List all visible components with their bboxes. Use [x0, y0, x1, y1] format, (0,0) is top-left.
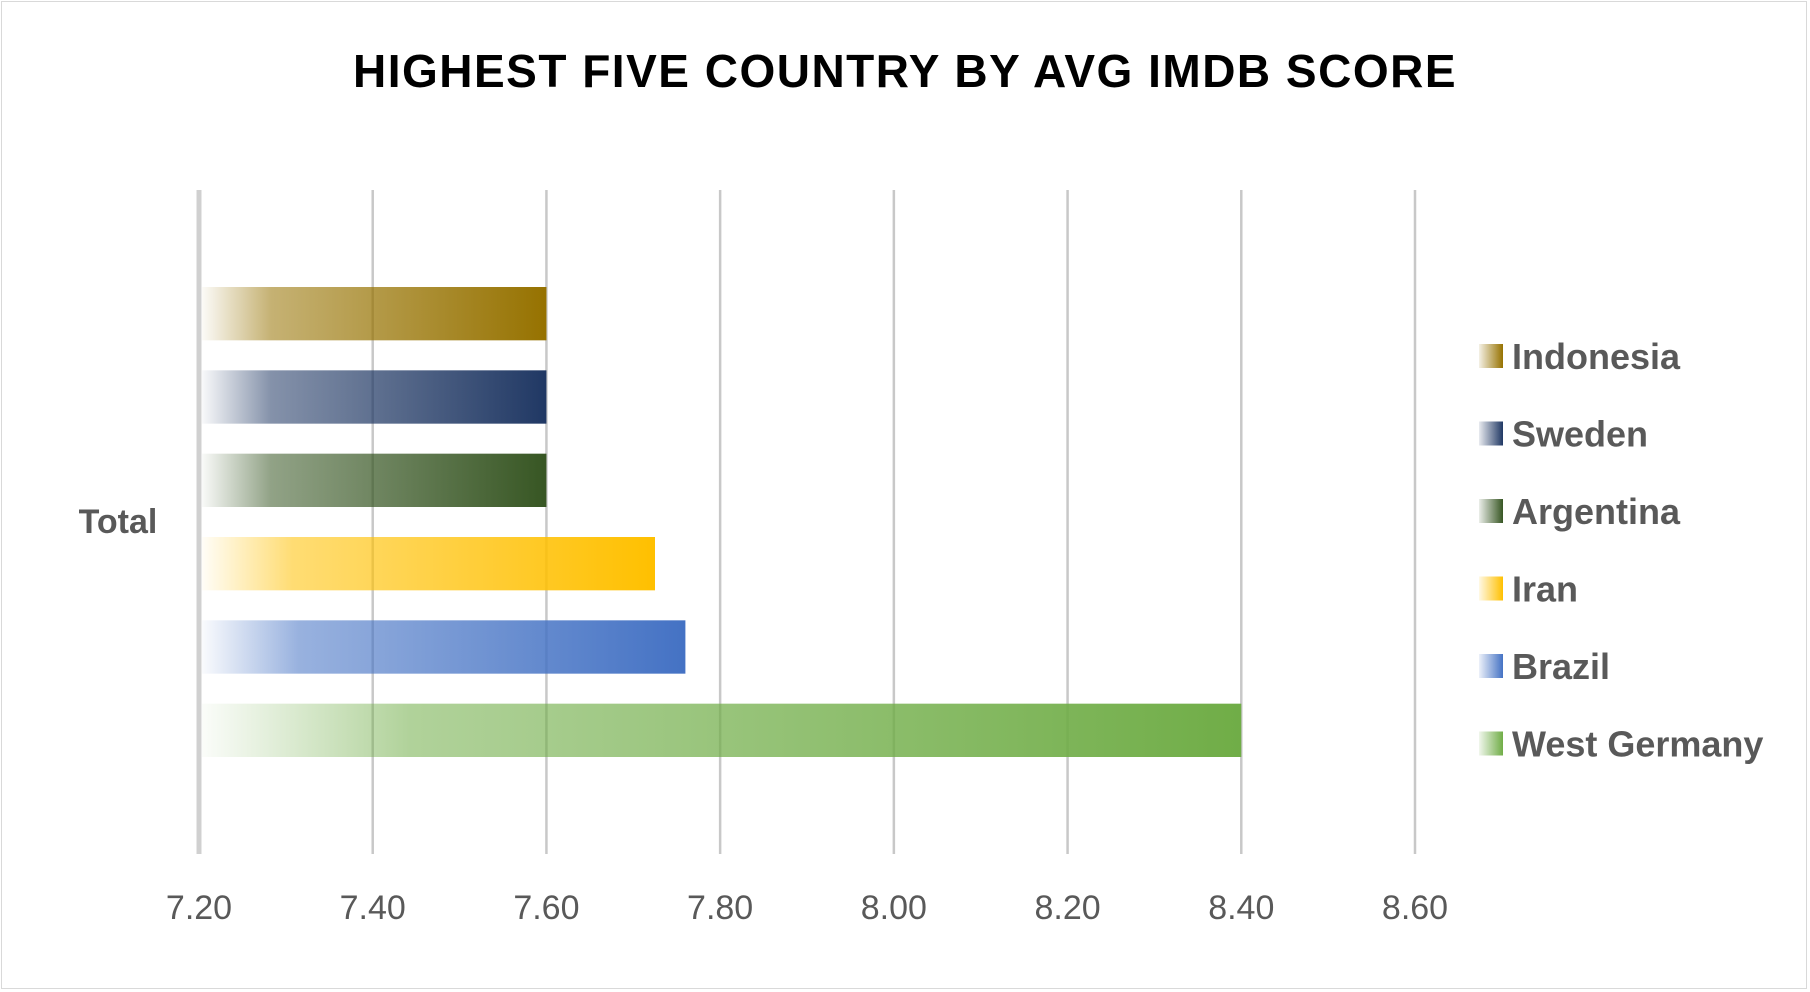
legend-label: Indonesia — [1512, 336, 1681, 377]
chart-title: HIGHEST FIVE COUNTRY BY AVG IMDB SCORE — [353, 45, 1457, 97]
x-tick-label: 8.60 — [1382, 889, 1448, 927]
legend-label: Brazil — [1512, 646, 1610, 687]
x-tick-label: 7.20 — [166, 889, 232, 927]
bar-iran — [202, 537, 655, 591]
bar-indonesia — [202, 287, 547, 341]
legend-label: Sweden — [1512, 414, 1648, 455]
legend-label: Iran — [1512, 569, 1578, 610]
bars — [202, 287, 1242, 757]
x-tick-label: 7.60 — [513, 889, 579, 927]
x-tick-label: 8.00 — [861, 889, 927, 927]
bar-sweden — [202, 370, 547, 424]
x-tick-label: 7.40 — [340, 889, 406, 927]
legend-swatch — [1479, 576, 1503, 601]
bar-argentina — [202, 453, 547, 507]
legend: Indonesia Sweden Argentina Iran Brazil West G… — [1479, 336, 1763, 765]
legend-swatch — [1479, 654, 1503, 678]
legend-swatch — [1479, 731, 1503, 756]
bar-brazil — [202, 620, 686, 674]
category-labels: Total — [79, 503, 158, 541]
category-label: Total — [79, 503, 158, 541]
bar-west-germany — [202, 703, 1242, 757]
legend-swatch — [1479, 421, 1503, 446]
x-tick-label: 8.40 — [1208, 889, 1274, 927]
legend-swatch — [1479, 344, 1503, 368]
legend-swatch — [1479, 499, 1503, 523]
x-axis-ticks: 7.20 7.40 7.60 7.80 8.00 8.20 8.40 8.60 — [166, 889, 1448, 927]
x-tick-label: 7.80 — [687, 889, 753, 927]
legend-label: West Germany — [1512, 724, 1763, 765]
legend-label: Argentina — [1512, 491, 1681, 532]
x-tick-label: 8.20 — [1034, 889, 1100, 927]
